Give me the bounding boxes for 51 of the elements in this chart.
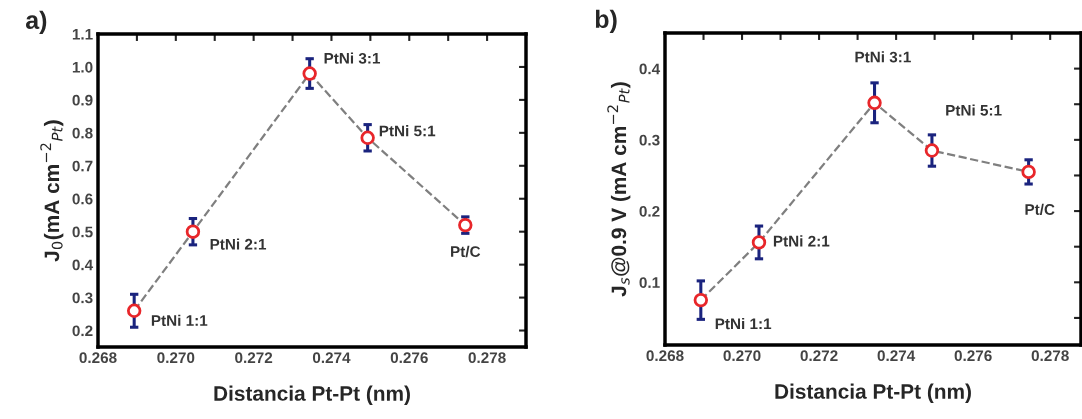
annotation: PtNi 2:1: [773, 235, 830, 247]
y-tick-label: 0.6: [72, 193, 93, 205]
y-tick-label: 0.4: [72, 259, 94, 271]
annotation: PtNi 1:1: [715, 318, 772, 330]
y-tick-label: 0.9: [72, 94, 93, 106]
x-tick-label: 0.276: [954, 350, 992, 362]
annotation: PtNi 5:1: [946, 104, 1002, 116]
x-tick-label: 0.268: [646, 350, 684, 362]
y-tick-label: 0.8: [72, 127, 93, 139]
y-axis-title: J$_{s}$@0.9 V (mA cm$^{−2}$$_{Pt}$): [607, 82, 631, 297]
point: [924, 143, 940, 158]
annotation: PtNi 2:1: [210, 238, 267, 250]
point: [126, 303, 142, 318]
y-tick-label: 1.0: [72, 61, 93, 73]
x-tick-label: 0.274: [312, 352, 351, 364]
y-tick-label: 0.2: [639, 205, 660, 217]
x-tick-label: 0.272: [235, 352, 273, 364]
y-tick-label: 0.7: [72, 160, 93, 172]
y-axis-title: J$_{0}$(mA cm$^{−2}$$_{Pt}$): [40, 120, 64, 262]
annotation: PtNi 1:1: [151, 314, 208, 326]
x-tick-label: 0.278: [468, 352, 506, 364]
annotation: Pt/C: [451, 245, 481, 258]
y-tick-label: 0.1: [639, 277, 660, 288]
point: [867, 95, 882, 111]
y-tick-label: 0.5: [72, 226, 93, 238]
point: [360, 130, 375, 145]
annotation: PtNi 3:1: [324, 52, 381, 64]
annotation: PtNi 3:1: [855, 51, 911, 63]
x-tick-label: 0.270: [157, 352, 195, 364]
point: [693, 292, 709, 308]
point: [1021, 164, 1036, 180]
x-tick-label: 0.278: [1031, 350, 1069, 362]
x-tick-label: 0.268: [79, 352, 117, 364]
y-tick-label: 0.3: [72, 292, 93, 304]
chart-title: a): [25, 10, 47, 34]
y-tick-label: 1.1: [72, 29, 93, 40]
x-tick-label: 0.272: [800, 350, 838, 362]
point: [302, 66, 317, 81]
chart-title: b): [595, 9, 617, 33]
y-tick-label: 0.4: [639, 63, 661, 75]
x-axis-title: Distancia Pt-Pt (nm): [214, 385, 410, 405]
x-tick-label: 0.270: [723, 350, 761, 362]
point: [751, 235, 767, 250]
y-tick-label: 0.2: [72, 325, 93, 337]
x-tick-label: 0.274: [877, 350, 916, 362]
y-tick-label: 0.3: [639, 134, 660, 146]
x-axis-title: Distancia Pt-Pt (nm): [775, 383, 971, 403]
point: [185, 224, 201, 239]
x-tick-label: 0.276: [390, 352, 428, 364]
annotation: Pt/C: [1025, 203, 1055, 216]
annotation: PtNi 5:1: [379, 125, 436, 137]
